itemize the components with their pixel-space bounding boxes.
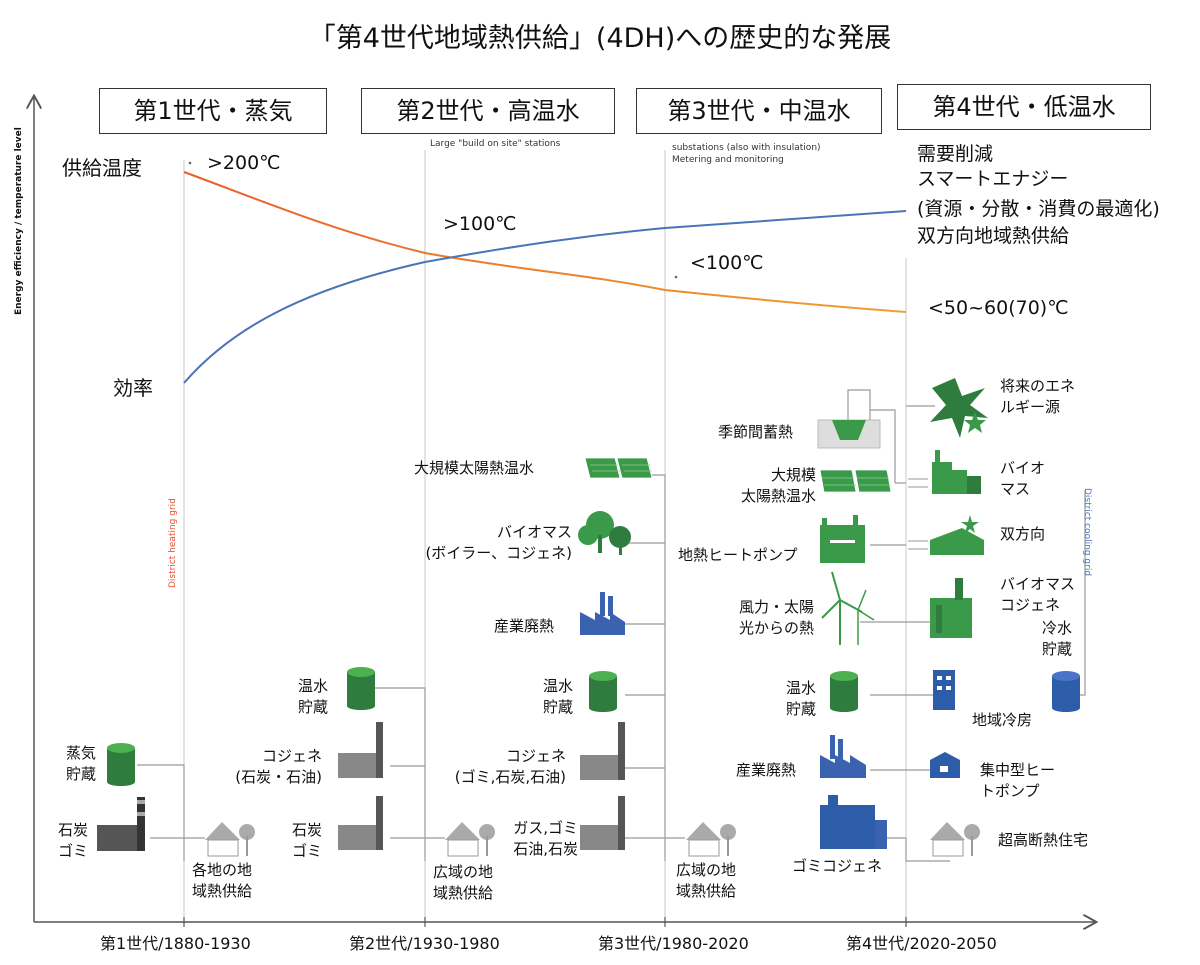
gen2-header: 第2世代・高温水 (361, 88, 615, 134)
x-axis-gen3: 第3世代/1980-2020 (598, 934, 749, 953)
gen4-feature-1: 需要削減 (917, 143, 994, 165)
gen4-industrial: 産業廃熱 (736, 761, 797, 779)
waste-chp-icon (820, 795, 887, 849)
gen3-note-1: substations (also with insulation) (672, 143, 821, 153)
storage-tank-icon (107, 743, 135, 786)
gen4-district-cooling: 地域冷房 (972, 711, 1033, 729)
future-energy-star-icon (930, 378, 988, 438)
coal-plant-icon (97, 797, 145, 851)
solar-panel-icon (584, 457, 653, 479)
gen3-industrial: 産業廃熱 (494, 617, 555, 635)
gen3-chp: コジェネ (ゴミ,石炭,石油) (454, 747, 566, 786)
house-icon (205, 822, 255, 857)
biomass-chp-icon (930, 578, 972, 638)
gen4-future-energy: 将来のエネ ルギー源 (1000, 377, 1076, 416)
gen3-fuels: ガス,ゴミ 石油,石炭 (513, 819, 578, 858)
gen4-biomass-chp: バイオマス コジェネ (1000, 575, 1076, 614)
insulated-house-icon (930, 822, 980, 857)
geothermal-heat-pump-icon (820, 515, 865, 563)
gen3-solar: 大規模太陽熱温水 (414, 459, 535, 477)
efficiency-curve (183, 210, 907, 384)
gen4-hot-water-storage: 温水 貯蔵 (786, 679, 817, 718)
gen3-output: 広域の地 域熱供給 (676, 861, 737, 900)
gen3-hot-water-storage: 温水 貯蔵 (543, 677, 574, 716)
gen4-cold-storage: 冷水 貯蔵 (1042, 619, 1073, 658)
factory-icon (820, 735, 866, 778)
cold-storage-tank-icon (1052, 671, 1080, 712)
temperature-curve (183, 171, 907, 313)
x-axis-gen4: 第4世代/2020-2050 (846, 934, 997, 953)
gen4-biomass: バイオ マス (1000, 459, 1046, 498)
gen2-chp: コジェネ (石炭・石油) (235, 747, 322, 786)
gen4-wind-solar: 風力・太陽 光からの熱 (738, 598, 814, 637)
gen4-feature-4: 双方向地域熱供給 (917, 225, 1070, 247)
gen2-hot-water-storage: 温水 貯蔵 (298, 677, 329, 716)
x-axis-gen2: 第2世代/1930-1980 (349, 934, 500, 953)
storage-tank-icon (589, 671, 617, 712)
gen4-header: 第4世代・低温水 (897, 84, 1151, 130)
gen2-coal-waste: 石炭 ゴミ (292, 821, 323, 860)
central-heat-pump-icon (930, 752, 960, 778)
gen4-geothermal: 地熱ヒートポンプ (678, 546, 798, 564)
gen1-header: 第1世代・蒸気 (99, 88, 327, 134)
y-axis-label: Energy efficiency / temperature level (14, 127, 24, 315)
seasonal-storage-icon (817, 419, 881, 449)
supply-temp-label: 供給温度 (62, 156, 142, 180)
storage-tank-icon (347, 667, 375, 710)
page-title: 「第4世代地域熱供給」(4DH)への歴史的な発展 (308, 23, 892, 54)
gen4-insulated-house: 超高断熱住宅 (998, 831, 1089, 849)
efficiency-label: 効率 (113, 376, 153, 400)
gen4-feature-2: スマートエナジー (917, 168, 1069, 190)
wind-turbine-icon (821, 571, 875, 645)
solar-panel-icon (819, 469, 892, 493)
temp-gen4: <50~60(70)℃ (928, 297, 1069, 319)
chp-plant-icon (580, 722, 625, 780)
factory-icon (580, 592, 625, 635)
gen2-output: 広域の地 域熱供給 (433, 863, 494, 902)
gen4-seasonal-storage: 季節間蓄熱 (718, 423, 794, 441)
heating-grid-label: District heating grid (168, 498, 178, 588)
gen2-note: Large "build on site" stations (430, 139, 561, 149)
cooling-grid-label: District cooling grid (1082, 488, 1092, 577)
gas-plant-icon (580, 796, 625, 850)
house-icon (686, 822, 736, 857)
biomass-plant-icon (932, 450, 981, 494)
gen1-steam-storage: 蒸気 貯蔵 (66, 744, 97, 783)
gen3-header: 第3世代・中温水 (636, 88, 882, 134)
gen3-biomass: バイオマス (ボイラー、コジェネ) (425, 523, 572, 562)
gen4-bidirectional: 双方向 (1000, 525, 1046, 543)
coal-plant-icon (338, 796, 383, 850)
gen1-coal-waste: 石炭 ゴミ (58, 821, 89, 860)
gen4-feature-3: (資源・分散・消費の最適化) (917, 198, 1160, 220)
bidirectional-building-icon (930, 515, 984, 555)
x-axis-gen1: 第1世代/1880-1930 (100, 934, 251, 953)
gen4-central-heat-pump: 集中型ヒー トポンプ (980, 761, 1056, 800)
cooling-building-icon (933, 670, 955, 710)
gen3-note-2: Metering and monitoring (672, 155, 784, 165)
temp-gen3: <100℃ (690, 252, 764, 274)
temp-gen1: >200℃ (207, 152, 281, 174)
gen4-solar: 大規模 太陽熱温水 (740, 466, 816, 505)
storage-tank-icon (830, 671, 858, 712)
house-icon (445, 822, 495, 857)
gen1-output: 各地の地 域熱供給 (192, 861, 253, 900)
chp-plant-icon (338, 722, 383, 778)
temp-gen2: >100℃ (443, 213, 517, 235)
gen4-waste-chp: ゴミコジェネ (792, 857, 883, 875)
tree-icon (578, 511, 631, 555)
